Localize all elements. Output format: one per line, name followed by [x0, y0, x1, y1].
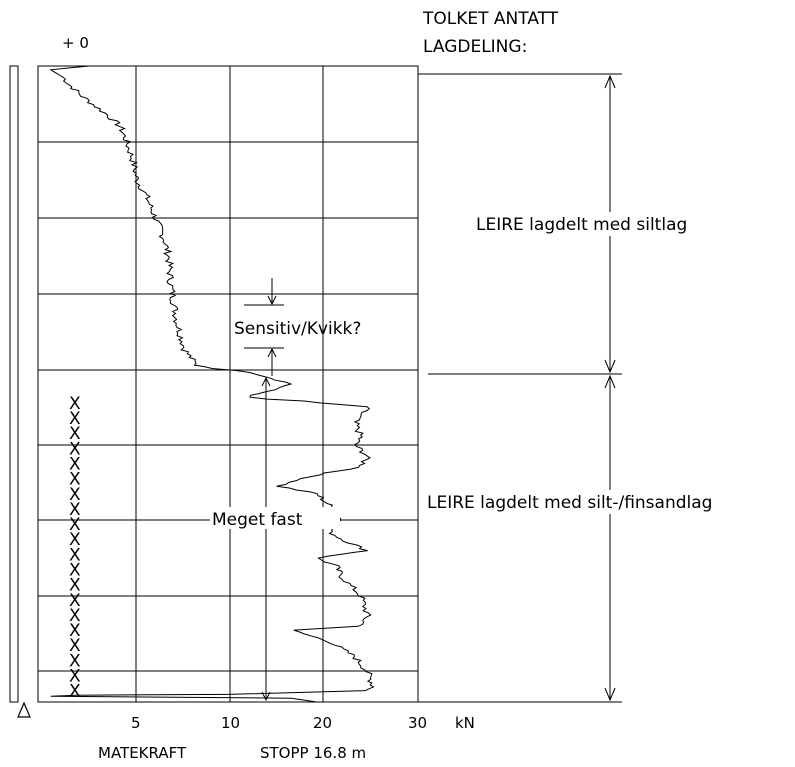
arrow-up-icon [604, 374, 616, 389]
x-marker: X [69, 424, 81, 444]
x-marker: X [69, 530, 81, 550]
x-tick-label: 5 [131, 714, 141, 732]
x-marker: X [69, 500, 81, 520]
arrow-down-icon [604, 687, 616, 702]
x-marker: X [69, 682, 81, 702]
arrow-up-icon [261, 376, 271, 387]
x-marker: X [69, 439, 81, 459]
arrow-down-icon [261, 691, 271, 702]
x-marker: X [69, 485, 81, 505]
x-marker: X [69, 636, 81, 656]
layer2-label: LEIRE lagdelt med silt-/finsandlag [427, 493, 712, 513]
arrow-down-icon [604, 359, 616, 374]
x-marker: X [69, 394, 81, 414]
layer2-label-bg [426, 490, 792, 514]
x-marker: X [69, 621, 81, 641]
x-marker: X [69, 455, 81, 475]
depth-scale-bar [9, 65, 19, 703]
x-marker: X [69, 515, 81, 535]
x-marker: X [69, 561, 81, 581]
chart-grid [37, 65, 419, 703]
x-axis-unit: kN [455, 714, 475, 732]
x-marker: X [69, 409, 81, 429]
stop-triangle-icon [17, 701, 31, 718]
series-trace [49, 65, 375, 703]
x-marker: X [69, 545, 81, 565]
stop-label: STOPP 16.8 m [260, 744, 366, 762]
x-marker: X [69, 651, 81, 671]
fast-annotation: Meget fast [210, 376, 340, 702]
plot-frame [37, 65, 419, 703]
sensitive-label: Sensitiv/Kvikk? [234, 319, 361, 339]
layer1-label: LEIRE lagdelt med siltlag [476, 215, 687, 235]
arrow-down-icon [267, 295, 277, 306]
x-tick-label: 30 [408, 714, 427, 732]
x-marker: X [69, 606, 81, 626]
arrow-up-icon [267, 347, 277, 358]
arrow-up-icon [604, 74, 616, 89]
x-marker: X [69, 470, 81, 490]
method-label: MATEKRAFT [98, 744, 187, 762]
layer-interpretation: LEIRE lagdelt med siltlag LEIRE lagdelt … [418, 73, 792, 703]
interpreted-title-line1: TOLKET ANTATT [422, 9, 559, 29]
interpreted-title-line2: LAGDELING: [423, 37, 527, 57]
x-marker: X [69, 667, 81, 687]
fast-label: Meget fast [212, 510, 303, 530]
sensitive-annotation: Sensitiv/Kvikk? [234, 278, 361, 376]
layer1-label-bg [474, 212, 746, 236]
fast-label-bg [210, 507, 340, 529]
x-tick-label: 20 [313, 714, 332, 732]
x-marker: X [69, 576, 81, 596]
x-tick-label: 10 [221, 714, 240, 732]
depth-top-label: + 0 [62, 34, 89, 52]
x-marker: X [69, 591, 81, 611]
